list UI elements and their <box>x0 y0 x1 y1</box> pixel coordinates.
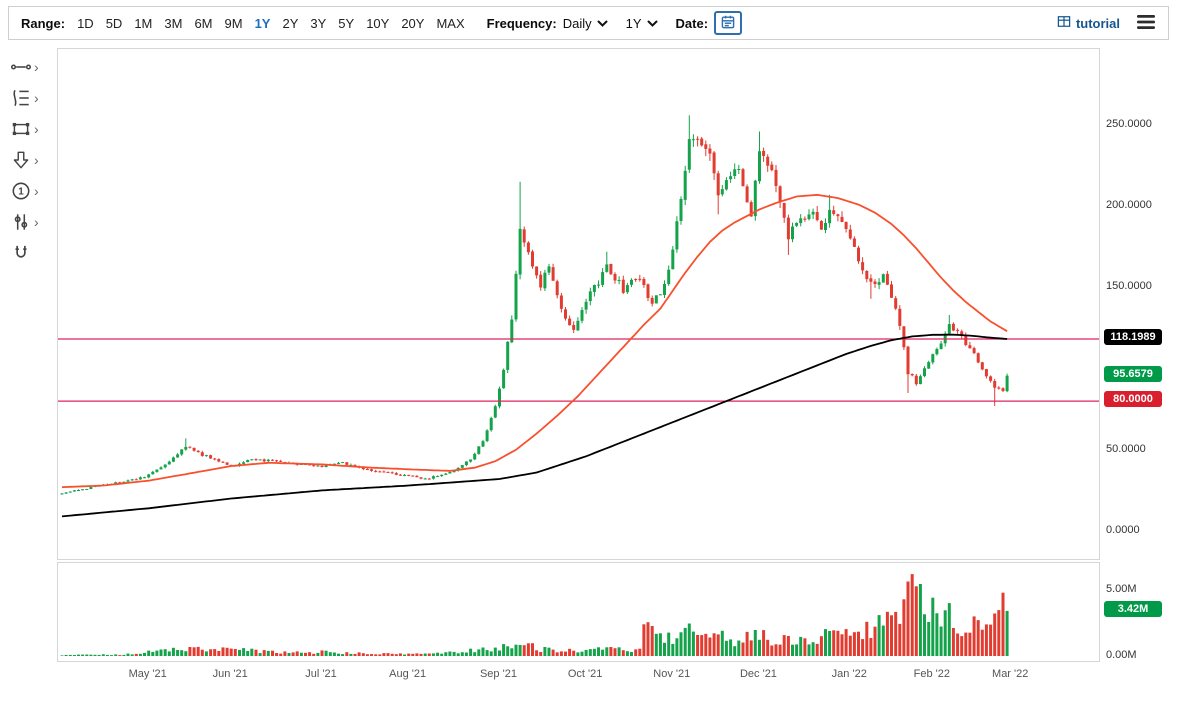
time-tick-label: Jan '22 <box>831 668 867 680</box>
tutorial-link[interactable]: tutorial <box>1057 15 1120 31</box>
price-chart-pane[interactable] <box>57 48 1100 560</box>
submenu-chevron-icon: › <box>34 90 39 106</box>
submenu-chevron-icon: › <box>34 214 39 230</box>
range-button-5y[interactable]: 5Y <box>332 13 360 34</box>
grid-icon <box>1057 15 1071 31</box>
fibonacci-tool[interactable]: › <box>10 87 56 109</box>
frequency-value: Daily <box>562 15 592 31</box>
range-button-20y[interactable]: 20Y <box>395 13 430 34</box>
price-tick-label: 200.0000 <box>1106 199 1152 212</box>
calendar-icon <box>720 14 736 33</box>
submenu-chevron-icon: › <box>34 152 39 168</box>
range-button-3y[interactable]: 3Y <box>304 13 332 34</box>
frequency-label: Frequency: <box>486 15 557 31</box>
range-button-9m[interactable]: 9M <box>219 13 249 34</box>
price-tick-label: 250.0000 <box>1106 118 1152 130</box>
frequency-select[interactable]: Daily <box>563 16 608 31</box>
time-tick-label: Aug '21 <box>389 668 427 680</box>
hamburger-icon <box>1136 14 1156 33</box>
price-axis-badge: 80.0000 <box>1104 391 1162 408</box>
chevron-down-icon <box>647 20 658 27</box>
time-axis: May '21 Jun '21 Jul '21 Aug '21 Sep '21 Oct '… <box>57 668 1100 686</box>
time-tick-label: May '21 <box>128 668 167 680</box>
range-button-max[interactable]: MAX <box>430 13 470 34</box>
submenu-chevron-icon: › <box>34 183 39 199</box>
time-tick-label: Jul '21 <box>305 668 337 680</box>
shapes-tool[interactable]: › <box>10 118 56 140</box>
measure-icon <box>10 56 32 78</box>
time-tick-label: Nov '21 <box>653 668 691 680</box>
price-tick-label: 150.0000 <box>1106 280 1152 293</box>
price-axis-badge: 118.1989 <box>1104 329 1162 346</box>
time-tick-label: Jun '21 <box>212 668 248 680</box>
date-label: Date: <box>675 15 709 31</box>
price-axis: 250.0000 200.0000 150.0000 50.0000 0.0000 118… <box>1104 48 1176 560</box>
fibonacci-icon <box>10 87 32 109</box>
range-button-1m[interactable]: 1M <box>128 13 158 34</box>
volume-axis: 5.00M 0.00M 3.42M <box>1104 562 1176 662</box>
chart-toolbar: Range: 1D 5D 1M 3M 6M 9M 1Y 2Y 3Y 5Y 10Y 20Y MAX Fre… <box>8 6 1169 40</box>
number-one-icon: 1 <box>10 180 32 202</box>
volume-axis-badge: 3.42M <box>1104 600 1162 617</box>
magnet-tool[interactable] <box>10 242 56 264</box>
tutorial-label: tutorial <box>1075 15 1120 31</box>
range-button-1d[interactable]: 1D <box>71 13 100 34</box>
arrow-down-icon <box>10 149 32 171</box>
time-tick-label: Dec '21 <box>739 668 777 680</box>
range-buttons: 1D 5D 1M 3M 6M 9M 1Y 2Y 3Y 5Y 10Y 20Y MAX <box>71 13 471 34</box>
period-select[interactable]: 1Y <box>626 16 658 31</box>
range-button-10y[interactable]: 10Y <box>360 13 395 34</box>
date-picker-button[interactable] <box>714 11 743 35</box>
studies-icon <box>10 211 32 233</box>
measure-tool[interactable]: › <box>10 56 56 78</box>
range-button-2y[interactable]: 2Y <box>276 13 304 34</box>
magnet-icon <box>10 242 32 264</box>
svg-text:1: 1 <box>18 187 24 198</box>
time-tick-label: Feb '22 <box>913 668 950 680</box>
number-annotation-tool[interactable]: 1 › <box>10 180 56 202</box>
volume-chart[interactable] <box>58 563 1099 661</box>
submenu-chevron-icon: › <box>34 121 39 137</box>
range-button-1y[interactable]: 1Y <box>249 13 277 34</box>
submenu-chevron-icon: › <box>34 59 39 75</box>
range-button-6m[interactable]: 6M <box>188 13 218 34</box>
time-tick-label: Oct '21 <box>567 668 603 680</box>
drawing-tools-sidebar: › › › › 1 › › <box>10 56 56 264</box>
volume-tick-label: 0.00M <box>1106 649 1137 661</box>
arrow-tool[interactable]: › <box>10 149 56 171</box>
period-value: 1Y <box>625 15 642 31</box>
range-button-3m[interactable]: 3M <box>158 13 188 34</box>
shapes-icon <box>10 118 32 140</box>
volume-pane[interactable] <box>57 562 1100 662</box>
price-tick-label: 0.0000 <box>1106 524 1140 536</box>
volume-tick-label: 5.00M <box>1106 583 1137 595</box>
chevron-down-icon <box>597 20 608 27</box>
candlestick-chart[interactable] <box>58 49 1099 559</box>
price-axis-badge: 95.6579 <box>1104 365 1162 382</box>
time-tick-label: Sep '21 <box>479 668 517 680</box>
menu-button[interactable] <box>1136 14 1156 33</box>
studies-tool[interactable]: › <box>10 211 56 233</box>
time-tick-label: Mar '22 <box>992 668 1029 680</box>
range-button-5d[interactable]: 5D <box>100 13 129 34</box>
price-tick-label: 50.0000 <box>1106 442 1146 455</box>
range-label: Range: <box>21 15 66 31</box>
